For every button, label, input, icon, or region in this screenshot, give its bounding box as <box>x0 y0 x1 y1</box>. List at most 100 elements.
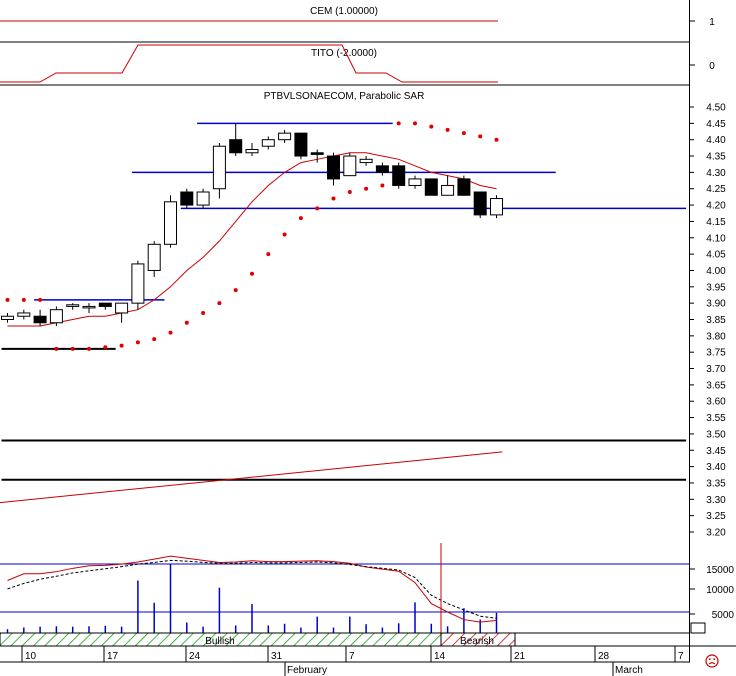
sar-dot <box>461 131 466 136</box>
date-axis: 10 17 24 31 7 14 21 28 7 February March <box>21 646 684 676</box>
price-tick-label: 3.85 <box>706 315 726 326</box>
price-tick-label: 4.20 <box>706 201 726 212</box>
sar-dot <box>135 340 140 345</box>
sar-dot <box>250 271 254 276</box>
candle-body <box>33 315 47 324</box>
price-tick-label: 3.70 <box>706 364 726 375</box>
price-tick-label: 4.45 <box>706 119 726 130</box>
sar-dot <box>266 252 271 257</box>
candle-body <box>196 191 210 206</box>
sar-dot <box>87 346 91 351</box>
price-tick-label: 3.50 <box>706 429 726 440</box>
sar-dot <box>331 196 336 201</box>
cem-label: CEM (1.00000) <box>310 6 378 17</box>
price-tick-label: 4.00 <box>706 266 726 277</box>
date-tick-label: 14 <box>434 651 446 662</box>
month-label: March <box>615 665 643 676</box>
price-tick-label: 3.35 <box>706 478 726 489</box>
date-tick-label: 31 <box>271 651 283 662</box>
date-tick-label: 7 <box>678 651 684 662</box>
sar-dot <box>380 183 385 188</box>
price-tick-label: 4.15 <box>706 217 726 228</box>
volume-tick-10000: 10000 <box>706 585 734 596</box>
candle-body <box>473 191 487 216</box>
candle-body <box>17 312 31 317</box>
candle-body <box>245 149 259 154</box>
frown-face-icon <box>705 654 719 668</box>
sar-dot <box>201 310 206 315</box>
candle-body <box>49 309 63 324</box>
candle-body <box>375 165 389 173</box>
sar-dot <box>5 297 10 302</box>
candle-body <box>327 155 340 180</box>
volume-panel: 15000 10000 5000 <box>0 543 734 646</box>
sar-dot <box>168 330 173 335</box>
candle-body <box>261 139 275 147</box>
candle-body <box>294 132 308 157</box>
sar-dot <box>478 134 483 139</box>
date-tick-label: 21 <box>514 651 526 662</box>
price-tick-label: 3.20 <box>706 528 726 539</box>
trend-line <box>0 451 503 504</box>
sar-dot <box>70 346 75 351</box>
volume-scale-box <box>690 622 706 634</box>
tito-line <box>0 44 498 83</box>
long-trend-line <box>0 451 503 504</box>
price-tick-label: 3.25 <box>706 511 726 522</box>
price-tick-label: 3.30 <box>706 495 726 506</box>
sar-dot <box>413 121 417 126</box>
volume-ma-dashed <box>7 559 497 619</box>
sentiment-bar: Bullish Bearish <box>0 632 516 647</box>
price-tick-label: 3.40 <box>706 462 726 473</box>
candle-body <box>180 191 194 206</box>
price-tick-label: 4.30 <box>706 168 726 179</box>
candle-body <box>147 243 161 271</box>
tito-tick: 0 <box>709 61 715 72</box>
candle-body <box>424 178 438 196</box>
tito-label: TITO (-2.0000) <box>311 48 377 59</box>
date-tick-label: 7 <box>349 651 355 662</box>
candle-body <box>98 302 112 307</box>
candle-body <box>310 152 324 155</box>
sar-dot <box>152 337 157 342</box>
sar-dot <box>233 288 238 293</box>
sar-dot <box>54 346 59 351</box>
price-tick-label: 3.90 <box>706 299 726 310</box>
candle-body <box>441 184 455 196</box>
date-tick-label: 24 <box>189 651 201 662</box>
price-tick-label: 3.60 <box>706 397 726 408</box>
price-tick-label: 4.50 <box>706 103 726 114</box>
price-tick-label: 4.05 <box>706 250 726 261</box>
price-panel-title: PTBVLSONAECOM, Parabolic SAR <box>264 91 425 102</box>
candle-body <box>278 132 292 141</box>
candle-body <box>82 305 96 309</box>
sar-dot <box>282 232 287 237</box>
horizontal-lines <box>1 122 687 481</box>
cem-panel: CEM (1.00000) 1 <box>0 6 715 28</box>
sar-dot <box>315 206 320 211</box>
cem-tick: 1 <box>709 17 715 28</box>
date-tick-label: 17 <box>107 651 119 662</box>
volume-tick-5000: 5000 <box>712 610 735 621</box>
sar-dot <box>396 121 401 126</box>
candle-body <box>115 302 129 314</box>
date-tick-label: 10 <box>25 651 37 662</box>
price-axis: 4.50 4.45 4.40 4.35 4.30 4.25 4.20 4.15 4.10 4.05… <box>690 103 726 539</box>
sar-dot <box>184 320 189 325</box>
sar-dot <box>445 127 450 132</box>
sar-dot <box>364 186 369 191</box>
volume-bars <box>6 563 498 633</box>
sar-dots <box>5 121 499 351</box>
candle-body <box>392 165 406 186</box>
candle-body <box>164 201 177 245</box>
sar-dot <box>494 137 499 142</box>
price-tick-label: 3.80 <box>706 331 726 342</box>
price-tick-label: 4.25 <box>706 184 726 195</box>
sar-dot <box>38 297 43 302</box>
sar-dot <box>217 301 222 306</box>
candle-body <box>490 198 503 216</box>
candle-body <box>359 158 373 164</box>
date-tick-label: 28 <box>598 651 610 662</box>
price-tick-label: 4.35 <box>706 152 726 163</box>
